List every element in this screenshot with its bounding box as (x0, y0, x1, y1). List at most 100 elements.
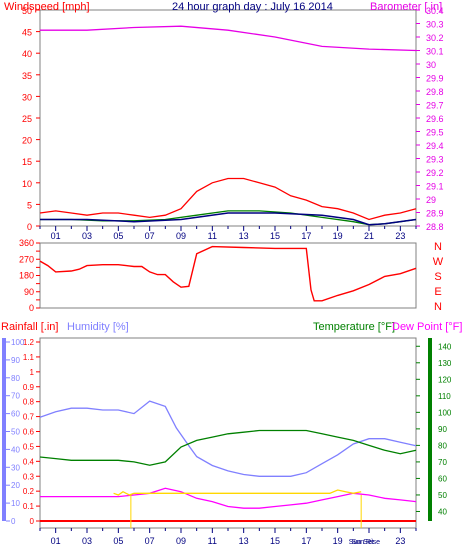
rain-x-tick-label: 03 (82, 536, 92, 546)
wind-x-tick-label: 17 (301, 231, 311, 241)
humidity-tick-label: 30 (11, 463, 20, 472)
humidity-tick-label: 40 (11, 445, 20, 454)
temperature-tick-label: 130 (438, 359, 452, 368)
temperature-tick-label: 110 (438, 392, 451, 401)
temperature-tick-label: 50 (438, 491, 447, 500)
barometer-tick-label: 29.8 (426, 87, 444, 97)
barometer-tick-label: 30 (426, 60, 436, 70)
rainfall-tick-label: 0.7 (23, 413, 35, 422)
barometer-tick-label: 29.4 (426, 141, 444, 151)
windspeed-axis-label: Windspeed [mph] (4, 1, 90, 13)
temperature-tick-label: 100 (438, 408, 452, 417)
wind-x-tick-label: 05 (113, 231, 123, 241)
humidity-tick-label: 20 (11, 481, 20, 490)
series-wind-line (40, 212, 417, 226)
humidity-tick-label: 10 (11, 499, 20, 508)
series-dew-point (40, 487, 417, 509)
barometer-tick-label: 29.1 (426, 182, 444, 192)
barometer-tick-label: 29.5 (426, 128, 444, 138)
windspeed-tick-label: 20 (22, 136, 32, 146)
direction-tick-label: 0 (29, 303, 34, 313)
temperature-tick-label: 40 (438, 507, 447, 516)
temperature-axis-bar (428, 338, 432, 521)
barometer-tick-label: 29.3 (426, 155, 444, 165)
direction-ticks: 0 90 180 270 360 (19, 238, 40, 313)
windspeed-tick-label: 50 (22, 6, 32, 16)
direction-tick-label: 90 (24, 287, 34, 297)
barometer-tick-label: 29.2 (426, 168, 444, 178)
barometer-ticks: 28.8 28.9 29 29.1 29.2 29.3 29.4 29.5 29.6 29.7 29… (416, 6, 444, 232)
windspeed-tick-label: 40 (22, 49, 32, 59)
barometer-axis-label: Barometer [ in] (370, 1, 442, 13)
wind-x-tick-label: 11 (208, 231, 217, 241)
wind-x-tick-label: 09 (176, 231, 186, 241)
rain-x-tick-label: Sun Set (349, 539, 374, 546)
rain-x-tick-label: 09 (176, 536, 186, 546)
windspeed-tick-label: 15 (22, 157, 32, 167)
wind-x-tick-label: 23 (395, 231, 405, 241)
humidity-tick-label: 80 (11, 374, 20, 383)
wind-x-tick-label: 07 (145, 231, 155, 241)
rainfall-tick-label: 0.1 (23, 502, 35, 511)
rain-x-tick-label: 19 (333, 536, 343, 546)
windspeed-tick-label: 35 (22, 71, 32, 81)
humidity-tick-label: 60 (11, 410, 20, 419)
series-humidity (39, 400, 417, 477)
series-barometer (40, 25, 417, 52)
barometer-tick-label: 30.3 (426, 20, 444, 30)
windspeed-tick-label: 25 (22, 114, 32, 124)
rainfall-tick-label: 1 (30, 368, 35, 377)
barometer-tick-label: 30.1 (426, 47, 444, 57)
series-temperature (39, 429, 417, 466)
windspeed-tick-label: 30 (22, 92, 32, 102)
barometer-tick-label: 29.7 (426, 101, 444, 111)
humidity-axis-label: Humidity [%] (67, 321, 129, 333)
temperature-tick-label: 90 (438, 425, 447, 434)
humidity-tick-label: 90 (11, 356, 20, 365)
rainfall-tick-label: 0.6 (23, 428, 35, 437)
barometer-tick-label: 30.2 (426, 33, 444, 43)
humidity-tick-label: 0 (11, 517, 16, 526)
temperature-tick-label: 80 (438, 441, 447, 450)
humidity-tick-label: 70 (11, 392, 20, 401)
series-solar (113, 489, 362, 496)
wind-x-tick-label: 19 (333, 231, 343, 241)
humidity-ticks: 0 10 20 30 40 50 60 70 80 90 100 (6, 338, 25, 526)
wind-x-tick-label: 03 (82, 231, 92, 241)
rainfall-tick-label: 0.3 (23, 472, 35, 481)
humidity-tick-label: 100 (11, 338, 25, 347)
rainfall-tick-label: 0.2 (23, 487, 35, 496)
rainfall-tick-label: 0.9 (23, 383, 35, 392)
barometer-tick-label: 29.6 (426, 114, 444, 124)
rainfall-ticks: 0 0.1 0.2 0.3 0.4 0.5 0.6 0.7 0.8 0.9 1 1.1 1.2 (23, 338, 40, 526)
windspeed-tick-label: 5 (27, 200, 32, 210)
barometer-tick-label: 28.9 (426, 209, 444, 219)
direction-tick-label: 180 (19, 271, 34, 281)
barometer-tick-label: 29.9 (426, 74, 444, 84)
windspeed-tick-label: 45 (22, 28, 32, 38)
windspeed-tick-label: 10 (22, 179, 32, 189)
wind-x-tick-label: 01 (51, 231, 61, 241)
windspeed-tick-label: 0 (27, 222, 32, 232)
humidity-tick-label: 50 (11, 428, 20, 437)
rainfall-tick-label: 0 (30, 517, 35, 526)
humidity-axis-bar (2, 338, 6, 521)
compass-label: W (433, 256, 444, 268)
wind-baro-series (39, 25, 417, 226)
chart-title: 24 hour graph day : July 16 2014 (172, 1, 333, 13)
barometer-tick-label: 29 (426, 195, 436, 205)
rain-x-tick-label: 17 (301, 536, 311, 546)
wind-x-tick-label: 15 (270, 231, 280, 241)
rainfall-tick-label: 1.1 (23, 353, 35, 362)
wind-x-tick-label: 21 (364, 231, 374, 241)
rain-x-tick-label: 01 (51, 536, 61, 546)
compass-label: N (434, 301, 442, 313)
series-gust (39, 177, 417, 221)
rain-x-tick-label: Sun Rise (352, 539, 381, 546)
temperature-axis-label: Temperature [°F] (313, 321, 395, 333)
temperature-tick-label: 120 (438, 375, 452, 384)
